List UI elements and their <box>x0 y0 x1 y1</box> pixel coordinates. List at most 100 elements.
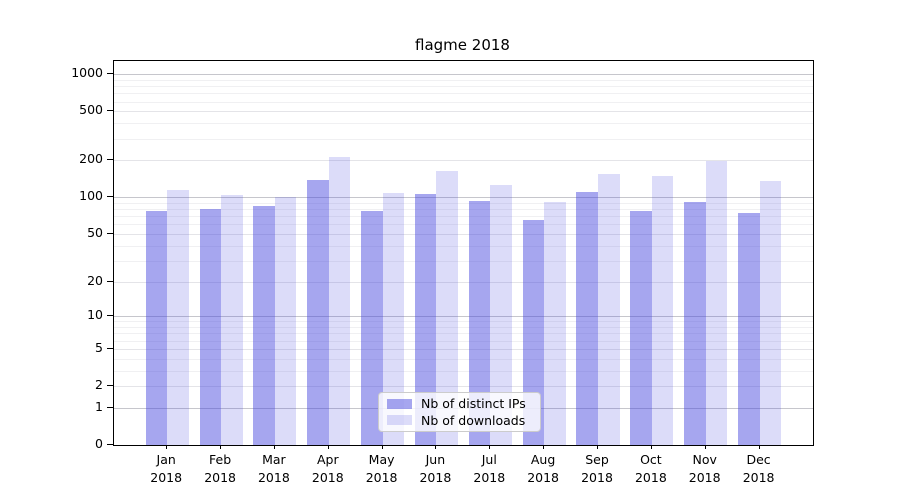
x-tick-mark <box>166 445 168 449</box>
y-tick-mark <box>107 196 113 198</box>
gridline <box>114 203 813 204</box>
y-tick-label-10: 10 <box>87 307 103 323</box>
bar-ips-jul <box>468 200 491 445</box>
gridline <box>114 281 813 283</box>
x-axis: Jan 2018 Feb 2018 Mar 2018 Apr 2018 May 2018… <box>113 445 812 495</box>
gridline <box>114 74 813 76</box>
x-tick-mark <box>489 445 491 449</box>
x-tick-label-nov: Nov 2018 <box>688 452 721 486</box>
gridline <box>114 123 813 125</box>
bar-ips-feb <box>199 209 222 445</box>
bar-ips-sep <box>576 191 598 445</box>
gridline <box>114 224 813 226</box>
bar-downloads-dec <box>759 181 782 445</box>
gridline <box>114 86 813 88</box>
gridline <box>114 216 813 218</box>
gridline <box>114 358 813 360</box>
gridline <box>114 327 813 329</box>
y-tick-mark <box>107 233 113 234</box>
y-tick-mark <box>107 444 113 445</box>
x-tick-label-oct: Oct 2018 <box>634 452 667 486</box>
gridline <box>114 370 813 372</box>
bar-ips-may <box>361 210 383 445</box>
x-tick-mark <box>327 445 329 449</box>
x-tick-label-sep: Sep 2018 <box>581 452 613 486</box>
bar-downloads-jan <box>167 190 189 445</box>
y-tick-mark <box>107 280 113 282</box>
legend: Nb of distinct IPs Nb of downloads <box>378 392 541 432</box>
gridline <box>114 234 813 235</box>
bar-downloads-oct <box>651 175 674 445</box>
bar-downloads-may <box>382 192 405 445</box>
x-tick-label-aug: Aug 2018 <box>527 452 559 486</box>
x-tick-mark <box>543 445 545 449</box>
x-tick-mark <box>381 445 383 449</box>
y-tick-label-100: 100 <box>79 188 103 204</box>
gridline <box>114 260 813 262</box>
x-tick-mark <box>704 445 706 449</box>
bar-downloads-mar <box>274 197 297 445</box>
gridline <box>114 111 813 113</box>
x-tick-mark <box>273 445 275 449</box>
bar-ips-jun <box>414 194 437 445</box>
y-tick-mark <box>107 347 113 349</box>
y-tick-label-1000: 1000 <box>71 65 103 81</box>
gridline <box>114 245 813 247</box>
x-tick-label-jun: Jun 2018 <box>419 452 452 486</box>
legend-item-downloads: Nb of downloads <box>387 413 532 428</box>
y-tick-mark <box>107 315 113 317</box>
gridline <box>114 340 813 342</box>
legend-label-distinct-ips: Nb of distinct IPs <box>421 396 526 412</box>
y-tick-mark <box>107 159 113 161</box>
gridline <box>114 138 813 140</box>
bar-downloads-feb <box>221 195 243 445</box>
x-tick-mark <box>650 445 652 449</box>
bar-ips-mar <box>253 206 275 445</box>
bar-ips-aug <box>522 220 545 445</box>
x-tick-label-mar: Mar 2018 <box>257 452 290 486</box>
gridline <box>114 79 813 81</box>
bar-downloads-jun <box>436 170 458 445</box>
x-tick-label-may: May 2018 <box>365 452 398 486</box>
plot-area <box>113 60 814 446</box>
x-tick-mark <box>758 445 760 449</box>
bar-ips-oct <box>630 211 652 445</box>
bar-downloads-sep <box>598 174 620 445</box>
bar-ips-dec <box>738 212 760 445</box>
bar-downloads-aug <box>544 201 566 445</box>
bar-ips-nov <box>684 202 706 445</box>
gridline <box>114 386 813 388</box>
legend-swatch-downloads <box>387 415 412 426</box>
y-tick-mark <box>107 73 113 75</box>
bar-downloads-nov <box>705 161 728 445</box>
y-tick-mark <box>107 406 113 408</box>
gridline <box>114 101 813 103</box>
y-axis: 0 1 2 5 10 20 50 100 200 500 1000 <box>0 60 113 451</box>
legend-label-downloads: Nb of downloads <box>421 412 526 428</box>
bar-ips-jan <box>145 210 168 445</box>
gridline <box>114 209 813 211</box>
y-tick-label-5: 5 <box>95 339 103 355</box>
gridline <box>114 197 813 199</box>
x-tick-mark <box>220 445 222 449</box>
x-tick-label-jan: Jan 2018 <box>150 452 183 486</box>
y-tick-label-50: 50 <box>87 225 103 240</box>
gridline <box>114 333 813 335</box>
gridline <box>114 93 813 95</box>
y-tick-label-2: 2 <box>95 377 103 393</box>
gridline <box>114 321 813 323</box>
bar-ips-apr <box>307 179 329 445</box>
y-tick-mark <box>107 110 113 112</box>
y-tick-label-500: 500 <box>79 102 103 118</box>
y-tick-label-200: 200 <box>79 151 103 167</box>
x-tick-label-jul: Jul 2018 <box>473 452 506 486</box>
gridline <box>114 316 813 318</box>
legend-item-distinct-ips: Nb of distinct IPs <box>387 396 532 411</box>
y-tick-label-20: 20 <box>87 272 103 288</box>
y-tick-label-1: 1 <box>95 398 103 414</box>
bar-downloads-apr <box>328 156 351 445</box>
bar-downloads-jul <box>490 184 512 445</box>
y-tick-mark <box>107 385 113 387</box>
x-tick-label-apr: Apr 2018 <box>311 452 344 486</box>
